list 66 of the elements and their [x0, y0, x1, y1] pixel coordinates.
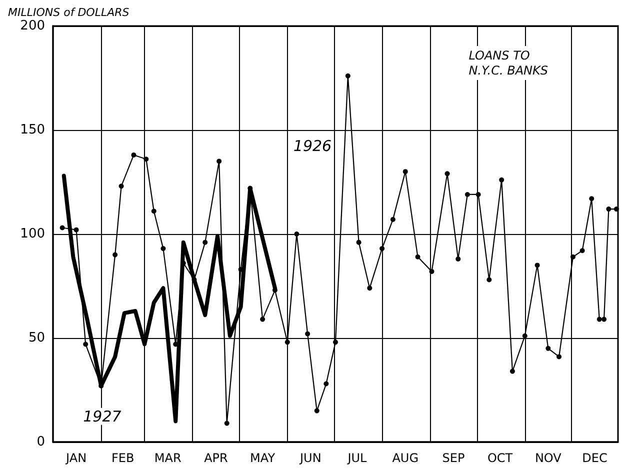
point [305, 331, 310, 336]
x-tick-label: AUG [392, 451, 418, 465]
y-tick-label: 150 [20, 122, 45, 138]
x-tick-label: SEP [442, 451, 465, 465]
point [131, 152, 136, 158]
x-tick-label: JUN [299, 451, 322, 465]
point [510, 368, 515, 374]
point [499, 177, 504, 182]
point [476, 192, 481, 197]
point [224, 420, 230, 426]
point [333, 340, 338, 345]
y-tick-label: 200 [20, 18, 45, 34]
point [294, 232, 300, 236]
point [556, 354, 562, 360]
x-tick-label: APR [204, 451, 228, 465]
annotation: LOANS TO N.Y.C. BANKS [468, 48, 548, 78]
point [486, 277, 492, 282]
point [522, 333, 528, 338]
point [415, 254, 420, 260]
point [580, 248, 585, 254]
x-tick-label: OCT [487, 451, 514, 465]
point [380, 246, 385, 252]
point [596, 316, 602, 322]
point [402, 169, 408, 174]
point [324, 381, 329, 386]
point [60, 225, 65, 230]
x-tick-label: DEC [582, 451, 608, 465]
point [118, 184, 124, 189]
x-tick-label: MAR [154, 451, 182, 465]
point [390, 216, 396, 222]
point [314, 408, 320, 414]
point [570, 254, 576, 260]
point [216, 158, 222, 164]
x-tick-label: NOV [534, 451, 562, 465]
point [444, 171, 450, 176]
point [546, 346, 551, 351]
point [429, 268, 434, 274]
point [464, 192, 470, 197]
point [602, 316, 607, 322]
point [74, 227, 79, 232]
y-tick-label: 0 [36, 434, 45, 450]
point [83, 342, 88, 347]
series-label: 1927 [83, 407, 122, 426]
y-tick-label: 100 [20, 226, 45, 242]
point [202, 240, 208, 245]
x-tick-label: MAY [250, 451, 276, 465]
y-axis-title: MILLIONS of DOLLARS [8, 6, 130, 19]
point [589, 196, 594, 202]
point [356, 240, 362, 245]
point [284, 340, 290, 345]
x-tick-label: FEB [111, 451, 134, 465]
point [151, 208, 156, 214]
point [367, 286, 372, 291]
point [112, 252, 118, 258]
x-tick-label: JUL [346, 451, 368, 465]
point [456, 256, 461, 262]
y-tick-label: 50 [28, 330, 45, 346]
point [606, 206, 612, 212]
point [614, 206, 619, 212]
point [534, 262, 540, 268]
point [260, 316, 266, 322]
x-tick-label: JAN [65, 451, 87, 465]
point [345, 73, 350, 78]
point [144, 156, 149, 162]
point [160, 246, 166, 252]
series-label: 1926 [293, 136, 332, 155]
